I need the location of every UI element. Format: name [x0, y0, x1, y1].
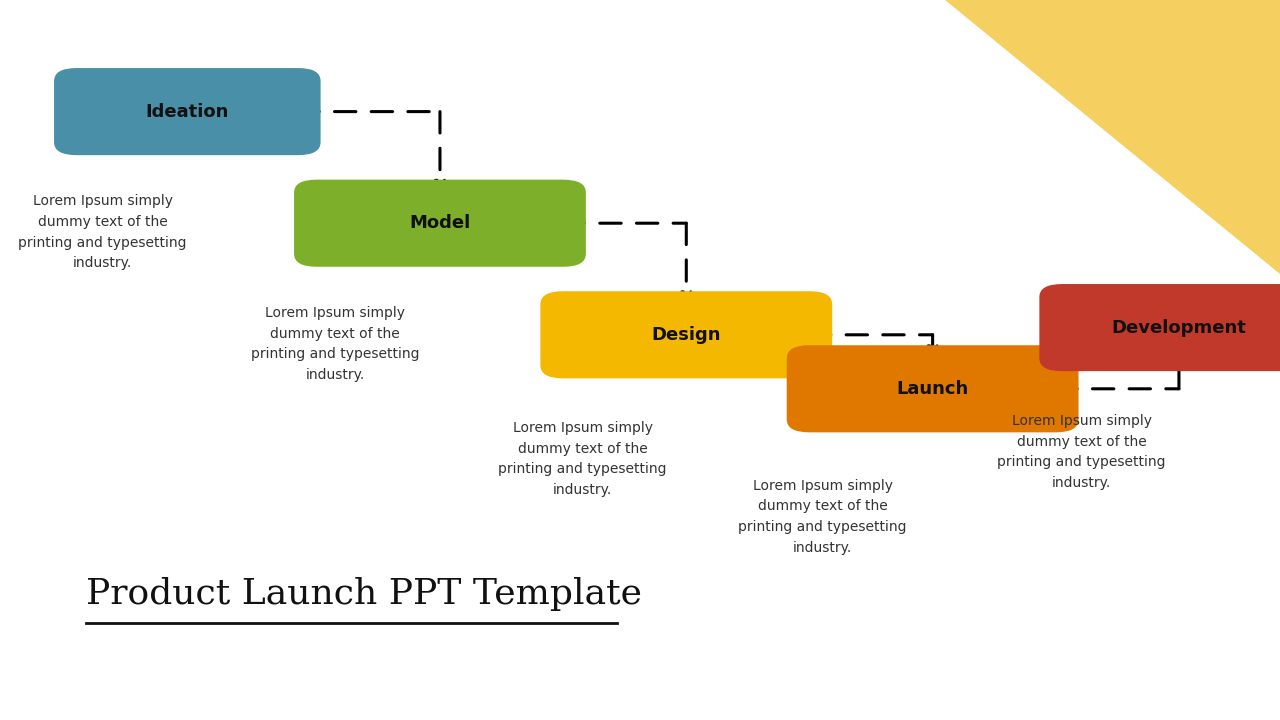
Text: Design: Design [652, 325, 721, 344]
Polygon shape [945, 0, 1280, 274]
FancyBboxPatch shape [540, 292, 832, 379]
Text: Model: Model [410, 215, 471, 233]
FancyBboxPatch shape [787, 346, 1079, 432]
Text: Lorem Ipsum simply
dummy text of the
printing and typesetting
industry.: Lorem Ipsum simply dummy text of the pri… [997, 414, 1166, 490]
Text: Ideation: Ideation [146, 103, 229, 121]
Text: Product Launch PPT Template: Product Launch PPT Template [86, 577, 643, 611]
Text: Launch: Launch [896, 380, 969, 397]
FancyBboxPatch shape [54, 68, 320, 156]
Text: Lorem Ipsum simply
dummy text of the
printing and typesetting
industry.: Lorem Ipsum simply dummy text of the pri… [251, 306, 420, 382]
Text: Lorem Ipsum simply
dummy text of the
printing and typesetting
industry.: Lorem Ipsum simply dummy text of the pri… [498, 421, 667, 497]
Text: Lorem Ipsum simply
dummy text of the
printing and typesetting
industry.: Lorem Ipsum simply dummy text of the pri… [739, 479, 908, 554]
Text: Lorem Ipsum simply
dummy text of the
printing and typesetting
industry.: Lorem Ipsum simply dummy text of the pri… [18, 194, 187, 270]
FancyBboxPatch shape [294, 180, 586, 267]
Text: Development: Development [1111, 318, 1247, 337]
FancyBboxPatch shape [1039, 284, 1280, 372]
